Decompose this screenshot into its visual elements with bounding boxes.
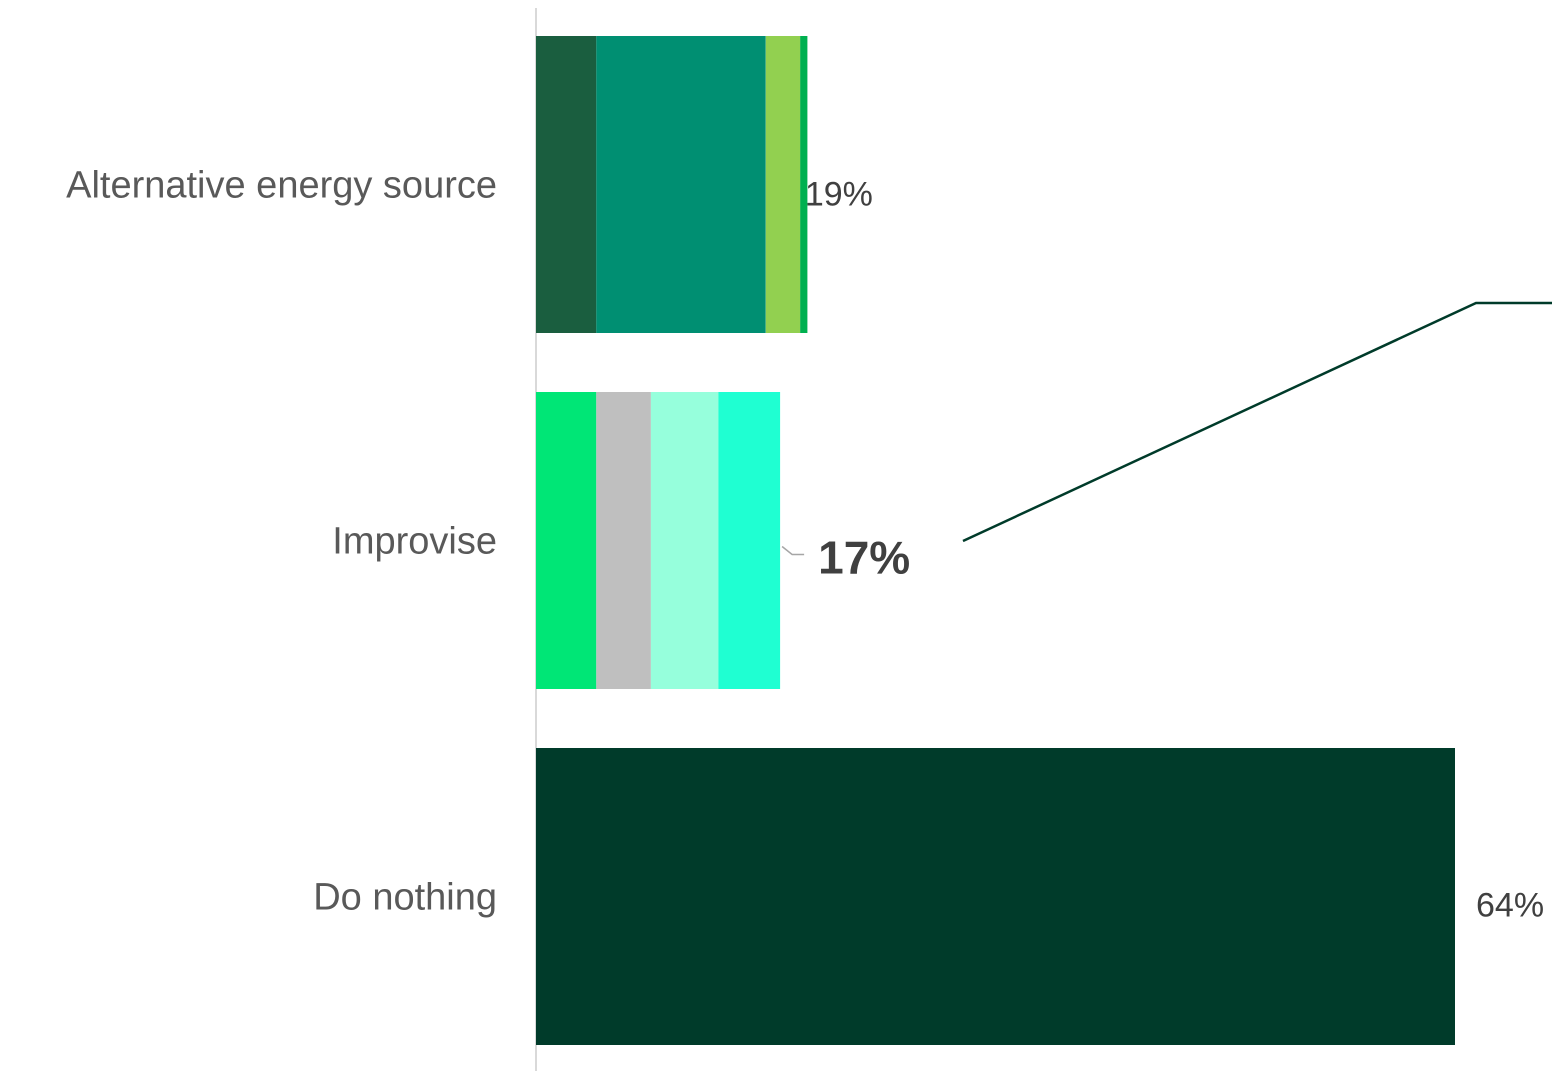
bar-segment-2-3 [650,392,719,689]
bar-segment-2-2 [596,392,651,689]
bar-segment-2-1 [536,392,597,689]
bar-segment-1-2 [596,36,766,333]
bar-segment-3-1 [536,748,1455,1045]
bar-segment-1-4 [800,36,808,333]
category-label: Improvise [332,521,497,563]
bar-segment-2-4 [718,392,781,689]
callout-line [962,301,1552,543]
value-label: 17% [818,532,910,584]
category-label: Do nothing [313,877,497,919]
value-label: 64% [1476,887,1544,925]
category-label: Alternative energy source [66,165,497,207]
bar-segment-1-3 [765,36,801,333]
labels-group: Alternative energy source 19% Improvise 17%… [66,165,1544,925]
value-label: 19% [805,176,873,214]
value-label-leader-line [781,545,805,556]
bars-group [536,36,1455,1045]
bar-segment-1-1 [536,36,597,333]
